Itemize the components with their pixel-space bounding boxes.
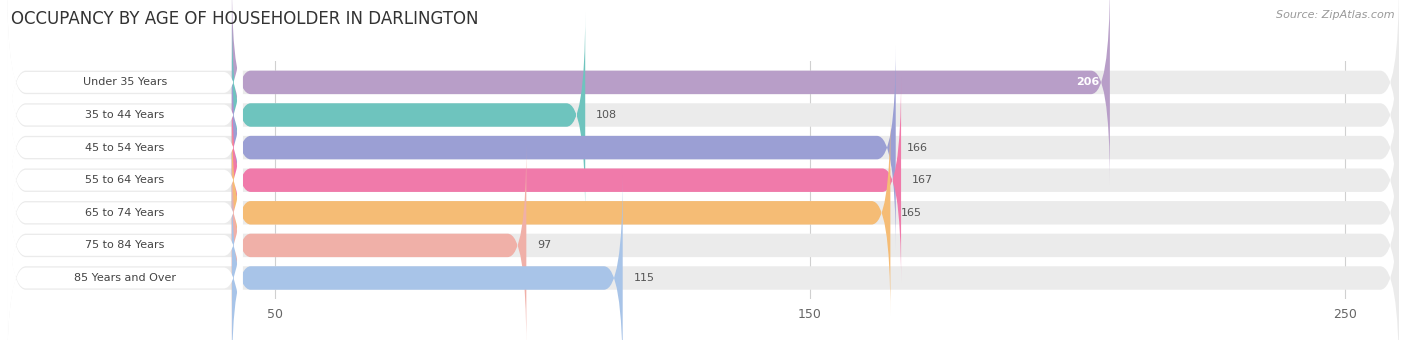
FancyBboxPatch shape <box>232 78 901 283</box>
Text: 85 Years and Over: 85 Years and Over <box>73 273 176 283</box>
Text: 97: 97 <box>537 240 551 250</box>
FancyBboxPatch shape <box>232 13 585 217</box>
Text: 115: 115 <box>633 273 654 283</box>
FancyBboxPatch shape <box>7 109 243 317</box>
Text: OCCUPANCY BY AGE OF HOUSEHOLDER IN DARLINGTON: OCCUPANCY BY AGE OF HOUSEHOLDER IN DARLI… <box>11 10 479 28</box>
Text: 55 to 64 Years: 55 to 64 Years <box>86 175 165 185</box>
FancyBboxPatch shape <box>232 0 1109 185</box>
FancyBboxPatch shape <box>7 174 243 340</box>
Text: 108: 108 <box>596 110 617 120</box>
Text: 75 to 84 Years: 75 to 84 Years <box>86 240 165 250</box>
FancyBboxPatch shape <box>7 143 1399 340</box>
FancyBboxPatch shape <box>232 176 623 340</box>
Text: 45 to 54 Years: 45 to 54 Years <box>86 142 165 153</box>
FancyBboxPatch shape <box>7 0 243 186</box>
FancyBboxPatch shape <box>7 110 1399 315</box>
FancyBboxPatch shape <box>7 13 1399 217</box>
FancyBboxPatch shape <box>232 143 526 340</box>
Text: Source: ZipAtlas.com: Source: ZipAtlas.com <box>1277 10 1395 20</box>
FancyBboxPatch shape <box>7 44 243 251</box>
FancyBboxPatch shape <box>7 78 1399 283</box>
FancyBboxPatch shape <box>232 110 890 315</box>
FancyBboxPatch shape <box>7 142 243 340</box>
Text: 165: 165 <box>901 208 922 218</box>
Text: 206: 206 <box>1076 78 1099 87</box>
FancyBboxPatch shape <box>232 45 896 250</box>
Text: 166: 166 <box>907 142 928 153</box>
FancyBboxPatch shape <box>7 45 1399 250</box>
Text: 65 to 74 Years: 65 to 74 Years <box>86 208 165 218</box>
Text: 35 to 44 Years: 35 to 44 Years <box>86 110 165 120</box>
FancyBboxPatch shape <box>7 11 243 219</box>
FancyBboxPatch shape <box>7 0 1399 185</box>
Text: Under 35 Years: Under 35 Years <box>83 78 167 87</box>
FancyBboxPatch shape <box>7 76 243 284</box>
FancyBboxPatch shape <box>7 176 1399 340</box>
Text: 167: 167 <box>912 175 934 185</box>
